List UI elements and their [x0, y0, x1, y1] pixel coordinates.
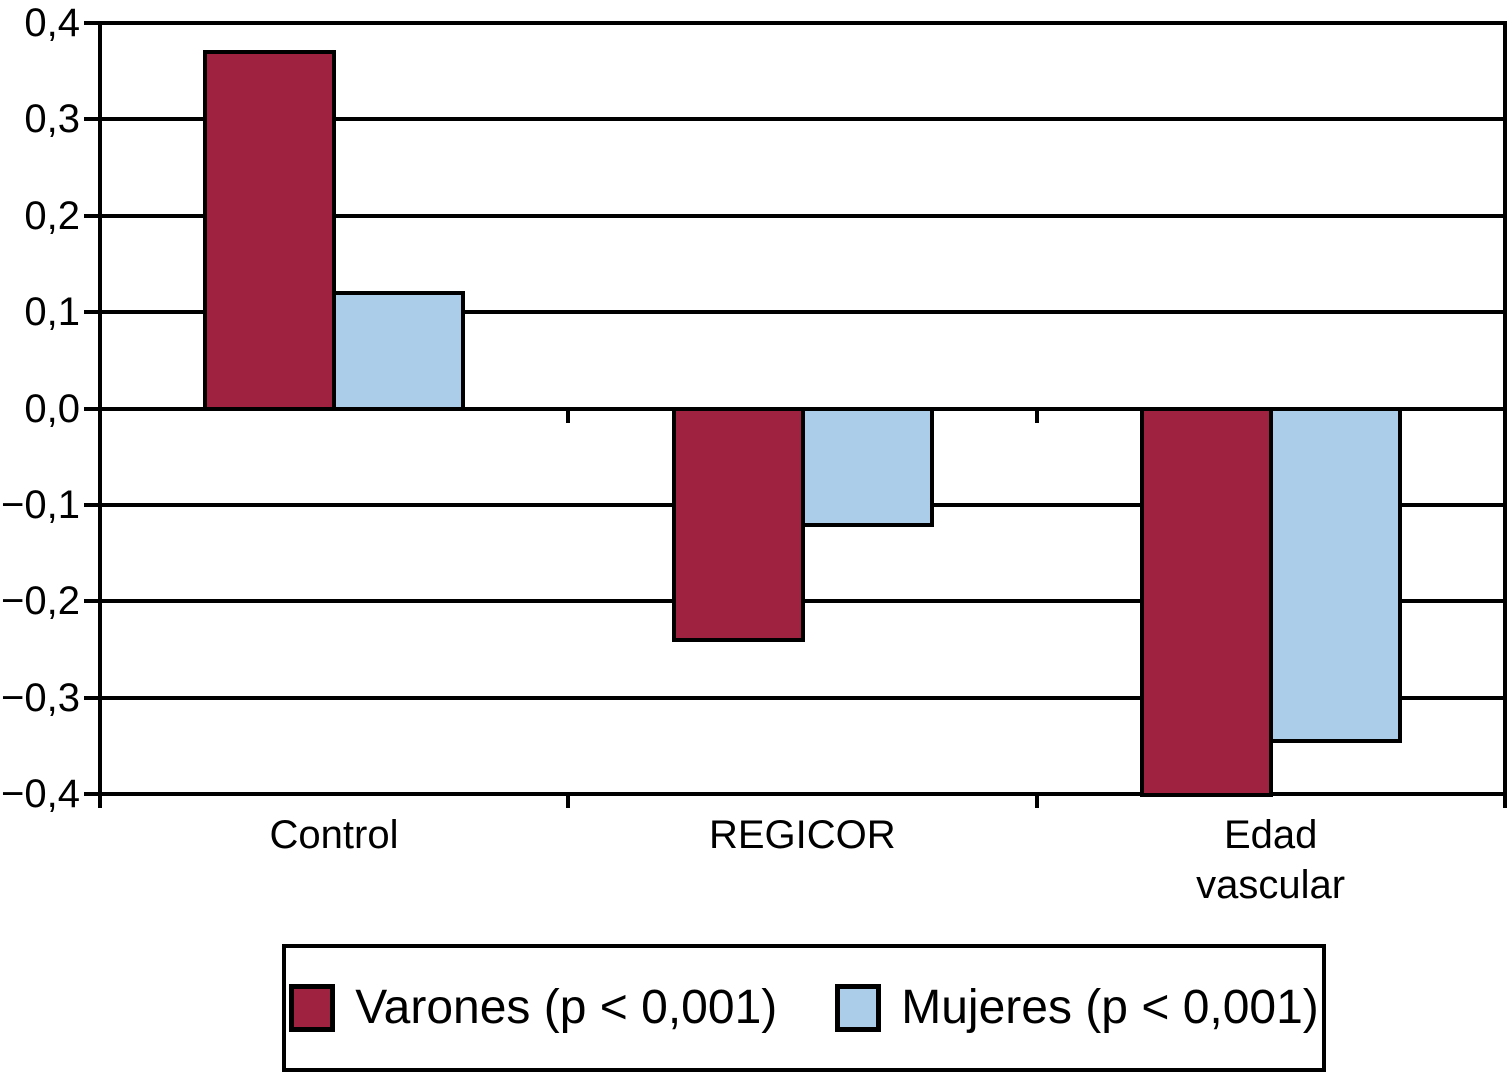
legend-item-varones: Varones (p < 0,001)	[289, 984, 777, 1032]
plot-right-border	[1503, 21, 1507, 808]
gridline	[84, 21, 1505, 25]
gridline	[84, 696, 1505, 700]
bar-varones-3	[1139, 407, 1273, 797]
varones-legend-label: Varones (p < 0,001)	[355, 981, 778, 1034]
bar-mujeres-3	[1268, 407, 1402, 743]
bar-mujeres-1	[332, 291, 466, 411]
y-tick-label: 0,3	[24, 97, 80, 141]
gridline	[84, 214, 1505, 218]
y-tick-label: −0,2	[1, 579, 80, 623]
y-tick-label: −0,4	[1, 772, 80, 816]
y-tick-label: −0,3	[1, 676, 80, 720]
bottom-axis-tick	[566, 794, 571, 808]
zero-axis-tick	[566, 409, 571, 423]
legend: Varones (p < 0,001) Mujeres (p < 0,001)	[282, 944, 1326, 1072]
legend-item-mujeres: Mujeres (p < 0,001)	[835, 984, 1319, 1032]
gridline	[84, 117, 1505, 121]
y-tick-label: 0,4	[24, 1, 80, 45]
bar-varones-1	[203, 50, 337, 411]
bar-varones-2	[671, 407, 805, 642]
mujeres-swatch	[835, 984, 882, 1032]
x-category-label: Control	[269, 813, 399, 857]
zero-axis-tick	[1034, 409, 1039, 423]
bottom-axis-tick	[1034, 794, 1039, 808]
gridline	[84, 310, 1505, 314]
x-category-label: REGICOR	[708, 813, 896, 857]
y-tick-label: −0,1	[1, 483, 80, 527]
varones-swatch	[289, 984, 336, 1032]
y-tick-label: 0,0	[24, 387, 80, 431]
bar-mujeres-2	[800, 407, 934, 527]
mujeres-legend-label: Mujeres (p < 0,001)	[901, 981, 1319, 1034]
x-category-label: Edad vascular	[1196, 813, 1346, 907]
y-tick-label: 0,2	[24, 194, 80, 238]
y-axis-line	[98, 21, 102, 808]
gridline	[84, 792, 1505, 796]
y-tick-label: 0,1	[24, 290, 80, 334]
